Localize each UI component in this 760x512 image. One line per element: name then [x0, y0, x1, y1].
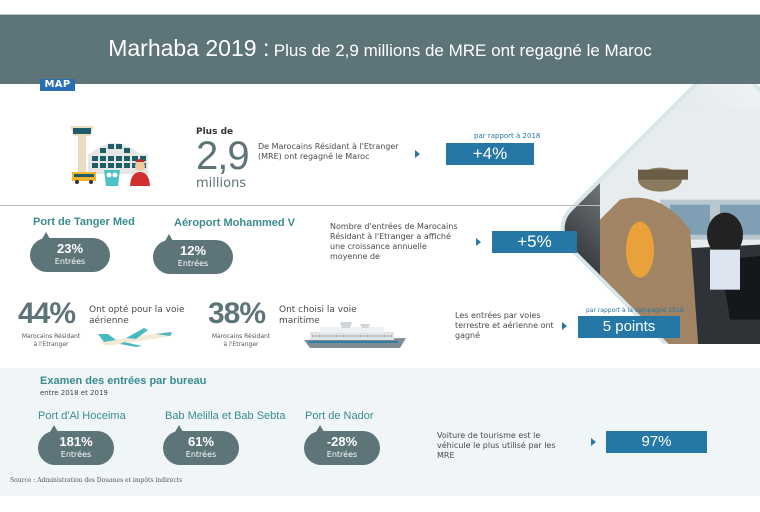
- arrow-right-icon: [591, 438, 596, 446]
- bureau-subtitle: entre 2018 et 2019: [40, 389, 108, 397]
- bubble-title-tanger-med: Port de Tanger Med: [33, 216, 135, 228]
- section-divider: [0, 205, 600, 206]
- arrow-right-icon: [562, 322, 567, 330]
- land-air-value-box: 5 points: [578, 316, 680, 338]
- bubble-title-nador: Port de Nador: [305, 410, 374, 422]
- bubble-tanger-med: 23% Entrées: [30, 232, 110, 272]
- plus-de-label: Plus de: [196, 127, 234, 137]
- sea-mode-percent: 38%: [208, 297, 266, 330]
- bubble-melilla-sebta: 61% Entrées: [163, 425, 239, 465]
- source-note: Source : Administration des Douanes et i…: [10, 477, 183, 484]
- header-banner: Marhaba 2019 : Plus de 2,9 millions de M…: [0, 14, 760, 84]
- sea-mode-description: Ont choisi la voie maritime: [279, 305, 357, 326]
- bureau-title: Examen des entrées par bureau: [40, 375, 207, 387]
- air-mode-description: Ont opté pour la voie aérienne: [89, 305, 185, 326]
- photo-scene: [600, 109, 760, 344]
- comparison-value-box: +4%: [446, 143, 534, 165]
- bubble-nador: -28% Entrées: [304, 425, 380, 465]
- page-title: Marhaba 2019 : Plus de 2,9 millions de M…: [108, 35, 652, 61]
- vehicle-description: Voiture de tourisme est le véhicule le p…: [437, 431, 556, 460]
- airplane-icon: [96, 326, 176, 348]
- land-air-description: Les entrées par voies terrestre et aérie…: [455, 311, 554, 340]
- bubble-mohammed-v: 12% Entrées: [153, 234, 233, 274]
- hero-description: De Marocains Résidant à l'Etranger (MRE)…: [258, 142, 399, 161]
- growth-value-box: +5%: [492, 231, 577, 253]
- air-mode-percent: 44%: [18, 297, 76, 330]
- bubble-title-melilla-sebta: Bab Melilla et Bab Sebta: [165, 410, 286, 422]
- border-officer-photo: [560, 84, 760, 344]
- arrow-right-icon: [415, 150, 420, 158]
- growth-description: Nombre d'entrées de Marocains Résidant à…: [330, 222, 458, 261]
- bubble-title-al-hoceima: Port d'Al Hoceima: [38, 410, 126, 422]
- comparison-caption: par rapport à 2018: [474, 132, 541, 140]
- vehicle-value-box: 97%: [606, 431, 707, 453]
- air-mode-subtitle: Marocains Résidant à l'Etranger: [21, 333, 81, 348]
- cruise-ship-icon: [300, 322, 410, 350]
- map-logo: MAP: [40, 79, 75, 91]
- arrow-right-icon: [476, 238, 481, 246]
- sea-mode-subtitle: Marocains Résidant à l'Etranger: [211, 333, 271, 348]
- bubble-al-hoceima: 181% Entrées: [38, 425, 114, 465]
- hero-value: 2,9: [196, 134, 250, 178]
- hero-unit: millions: [196, 176, 247, 191]
- bubble-title-mohammed-v: Aéroport Mohammed V: [174, 217, 296, 229]
- land-air-caption: par rapport à la campagne 2018: [586, 307, 684, 314]
- airport-terminal-illustration: [68, 120, 158, 186]
